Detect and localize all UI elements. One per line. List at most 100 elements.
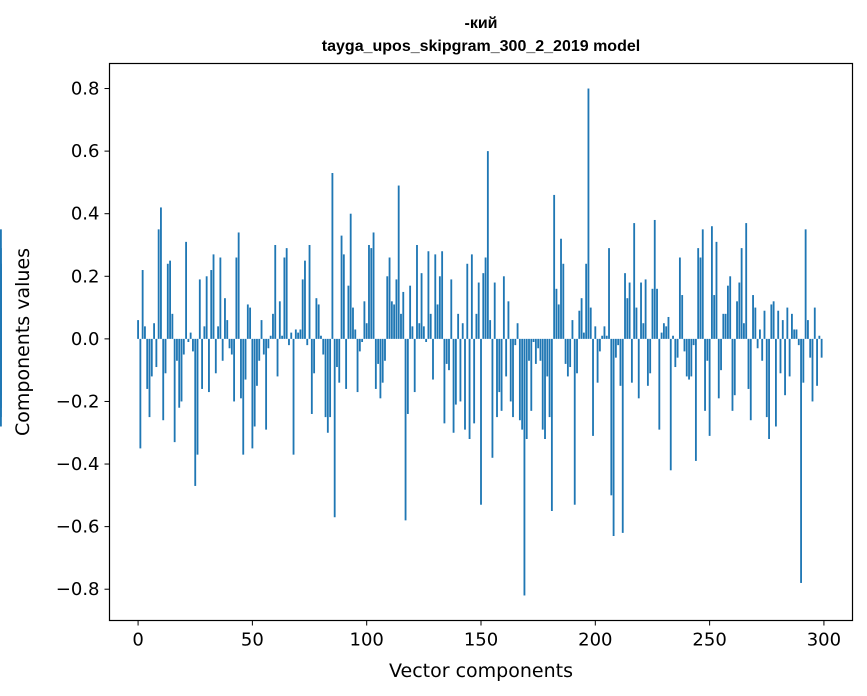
bar [505, 338, 508, 377]
bar [784, 338, 786, 396]
bar [413, 338, 416, 393]
bar [306, 338, 309, 346]
bar [386, 276, 389, 339]
bar [347, 285, 350, 339]
bar [310, 338, 313, 414]
bar [756, 338, 759, 349]
bar [617, 338, 620, 346]
bar [194, 338, 197, 486]
bar [736, 301, 738, 339]
bar [560, 238, 562, 339]
bar [354, 329, 357, 339]
bar [763, 310, 766, 339]
bar [697, 248, 700, 339]
bar [459, 338, 462, 402]
bar [189, 332, 192, 339]
bar [324, 338, 327, 418]
bar [539, 338, 542, 361]
chart-title: -кий [464, 15, 497, 32]
bar [208, 338, 210, 393]
bar [676, 338, 679, 358]
bar [809, 338, 812, 358]
bar [587, 88, 590, 339]
bar [493, 282, 496, 339]
bar [640, 282, 642, 339]
bar [155, 338, 158, 368]
y-tick-label: 0.0 [71, 329, 100, 350]
bar [722, 313, 725, 339]
y-axis-ticks: −0.8 −0.6 −0.4 −0.2 0.0 0.2 0.4 0.6 0.8 [56, 79, 110, 600]
x-tick-label: 50 [241, 630, 264, 651]
bar [148, 338, 151, 418]
bar [281, 335, 284, 339]
bar [434, 254, 437, 339]
bar [251, 338, 254, 449]
bar [582, 332, 585, 339]
bar [290, 332, 293, 339]
bar [775, 338, 777, 427]
y-tick-label: 0.2 [71, 266, 100, 287]
bar [418, 323, 421, 339]
bar [534, 338, 537, 364]
x-tick-label: 150 [464, 630, 498, 651]
bar [816, 338, 818, 386]
bar [637, 338, 640, 399]
bar [233, 338, 236, 402]
bar [390, 301, 393, 339]
bar [457, 313, 460, 339]
bar [322, 338, 325, 355]
bar [0, 338, 2, 352]
bar [530, 338, 533, 411]
bar [336, 338, 338, 368]
bar [566, 338, 569, 377]
bar [610, 338, 613, 496]
bar [573, 338, 576, 505]
bar [358, 338, 361, 352]
bar [377, 338, 380, 364]
bar [642, 323, 645, 339]
bar [793, 329, 796, 339]
bar [246, 304, 249, 339]
bar [667, 316, 670, 339]
bar [338, 338, 341, 383]
bar [443, 338, 446, 424]
bar [406, 338, 409, 414]
bar [162, 338, 165, 421]
bar [477, 282, 480, 339]
bar [297, 332, 300, 339]
bar [237, 232, 240, 339]
x-tick-label: 300 [807, 630, 841, 651]
bar [525, 338, 528, 439]
bar [706, 338, 709, 361]
bar [240, 338, 242, 399]
bar [283, 257, 286, 339]
bar [635, 307, 638, 339]
bar [786, 307, 789, 339]
bar [436, 304, 439, 339]
bar [294, 329, 297, 339]
bar [196, 338, 199, 455]
bar [484, 257, 487, 339]
bar [612, 338, 615, 537]
bar [258, 338, 261, 361]
bar [791, 313, 793, 339]
chart-subtitle: tayga_upos_skipgram_300_2_2019 model [322, 38, 640, 55]
bar [557, 304, 560, 339]
bar [0, 338, 2, 408]
bar [514, 338, 517, 346]
bar [448, 338, 450, 371]
bar [146, 338, 149, 389]
bar [221, 338, 224, 361]
bar [301, 279, 304, 339]
bar [169, 260, 171, 339]
bar [219, 257, 222, 339]
bar [470, 254, 473, 339]
bar [592, 338, 594, 436]
bar [224, 298, 226, 339]
bar [681, 295, 684, 339]
bar [507, 301, 510, 339]
bar [537, 338, 540, 349]
bar [644, 279, 647, 339]
bar [754, 307, 757, 339]
bar [368, 244, 370, 339]
